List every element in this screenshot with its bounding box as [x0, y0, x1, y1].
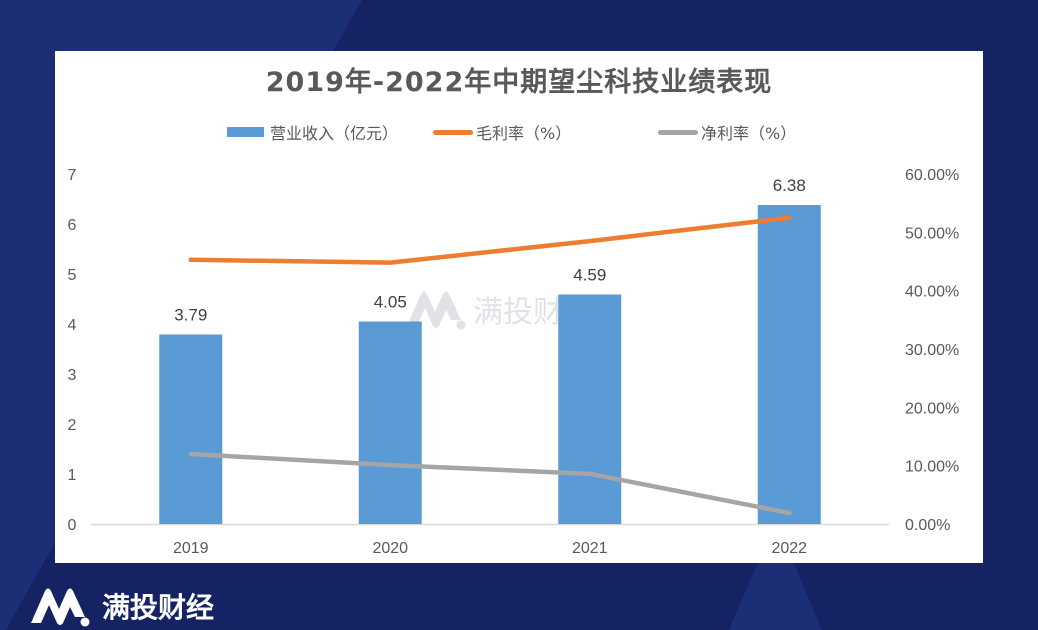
brand-name: 满投财经: [102, 591, 215, 624]
y-right-tick-label: 20.00%: [905, 400, 959, 417]
bar-revenue-2022[interactable]: [757, 205, 821, 524]
x-tick-label: 2019: [173, 540, 209, 557]
bar-data-label: 6.38: [773, 176, 806, 195]
line-net-margin[interactable]: [188, 451, 792, 516]
y-right-tick-label: 10.00%: [905, 459, 959, 476]
brand-logo-icon: [31, 588, 90, 627]
footer-brand: 满投财经: [24, 585, 214, 627]
y-left-tick-label: 0: [68, 517, 77, 534]
y-right-tick-label: 0.00%: [905, 517, 950, 534]
y-left-tick-label: 6: [68, 217, 77, 234]
line-gross-margin[interactable]: [188, 215, 792, 265]
bar-data-label: 3.79: [174, 306, 207, 325]
legend-swatch-gross-margin: [433, 129, 473, 135]
y-right-tick-label: 50.00%: [905, 225, 959, 242]
y-right-tick-label: 30.00%: [905, 342, 959, 359]
legend-item-gross-margin[interactable]: 毛利率（%）: [433, 121, 571, 143]
legend-item-revenue[interactable]: 营业收入（亿元）: [227, 121, 398, 143]
legend-label-revenue: 营业收入（亿元）: [270, 124, 399, 143]
bar-revenue-2021[interactable]: [558, 294, 622, 525]
bar-revenue-2019[interactable]: [159, 334, 223, 525]
y-left-tick-label: 2: [68, 417, 77, 434]
y-left-tick-label: 7: [68, 167, 77, 184]
legend-label-net-margin: 净利率（%）: [701, 124, 797, 143]
x-tick-label: 2022: [771, 540, 807, 557]
bar-revenue-2020[interactable]: [358, 321, 422, 525]
legend-label-gross-margin: 毛利率（%）: [476, 124, 572, 143]
y-right-tick-label: 40.00%: [905, 284, 959, 301]
x-tick-label: 2021: [572, 540, 608, 557]
y-left-tick-label: 3: [68, 367, 77, 384]
chart-title: 2019年-2022年中期望尘科技业绩表现: [265, 67, 773, 98]
y-left-tick-label: 4: [68, 317, 77, 334]
legend-swatch-revenue: [227, 127, 264, 137]
bar-data-label: 4.05: [374, 293, 407, 312]
y-right-tick-label: 60.00%: [905, 167, 959, 184]
background-triangle: [729, 520, 822, 630]
legend-swatch-net-margin: [658, 129, 698, 135]
x-tick-label: 2020: [372, 540, 408, 557]
y-left-tick-label: 5: [68, 267, 77, 284]
legend-item-net-margin[interactable]: 净利率（%）: [658, 121, 796, 143]
y-left-tick-label: 1: [68, 467, 77, 484]
bar-data-label: 4.59: [573, 266, 606, 285]
